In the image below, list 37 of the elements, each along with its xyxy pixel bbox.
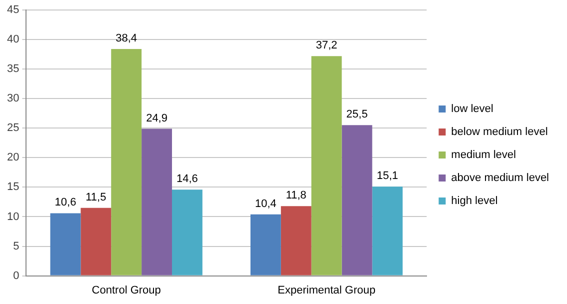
legend-label: high level <box>451 195 498 208</box>
x-tick-label: Experimental Group <box>278 284 376 296</box>
data-label: 10,6 <box>54 196 76 209</box>
bar <box>342 125 372 276</box>
y-tick-label: 0 <box>13 270 20 282</box>
legend-label: low level <box>451 103 494 116</box>
legend-label: above medium level <box>451 172 550 184</box>
data-label: 37,2 <box>316 40 338 52</box>
y-tick-label: 30 <box>6 92 20 105</box>
y-tick-label: 5 <box>13 240 20 252</box>
data-label: 11,8 <box>286 190 306 202</box>
y-tick-label: 10 <box>6 210 20 223</box>
legend-label: below medium level <box>451 126 548 138</box>
y-tick-label: 15 <box>6 181 20 194</box>
data-label: 11,5 <box>86 191 106 204</box>
data-label: 15,1 <box>376 170 398 182</box>
data-label: 25,5 <box>346 108 368 121</box>
bar <box>172 190 202 276</box>
data-label: 24,9 <box>146 112 168 124</box>
bar <box>142 128 172 276</box>
bar <box>311 56 342 276</box>
bar <box>250 214 281 276</box>
bar <box>111 48 142 276</box>
bar <box>280 206 312 276</box>
y-tick-label: 20 <box>6 152 20 164</box>
bar <box>372 186 403 276</box>
data-label: 14,6 <box>176 173 198 186</box>
legend-label: medium level <box>451 149 516 162</box>
data-label: 10,4 <box>254 198 276 210</box>
y-tick-label: 25 <box>6 122 20 134</box>
y-tick-label: 35 <box>6 63 20 76</box>
bar <box>50 213 81 276</box>
bar <box>80 208 112 276</box>
y-tick-label: 40 <box>6 34 20 46</box>
data-label: 38,4 <box>116 32 138 45</box>
y-tick-label: 45 <box>6 4 20 16</box>
x-tick-label: Control Group <box>92 284 161 296</box>
